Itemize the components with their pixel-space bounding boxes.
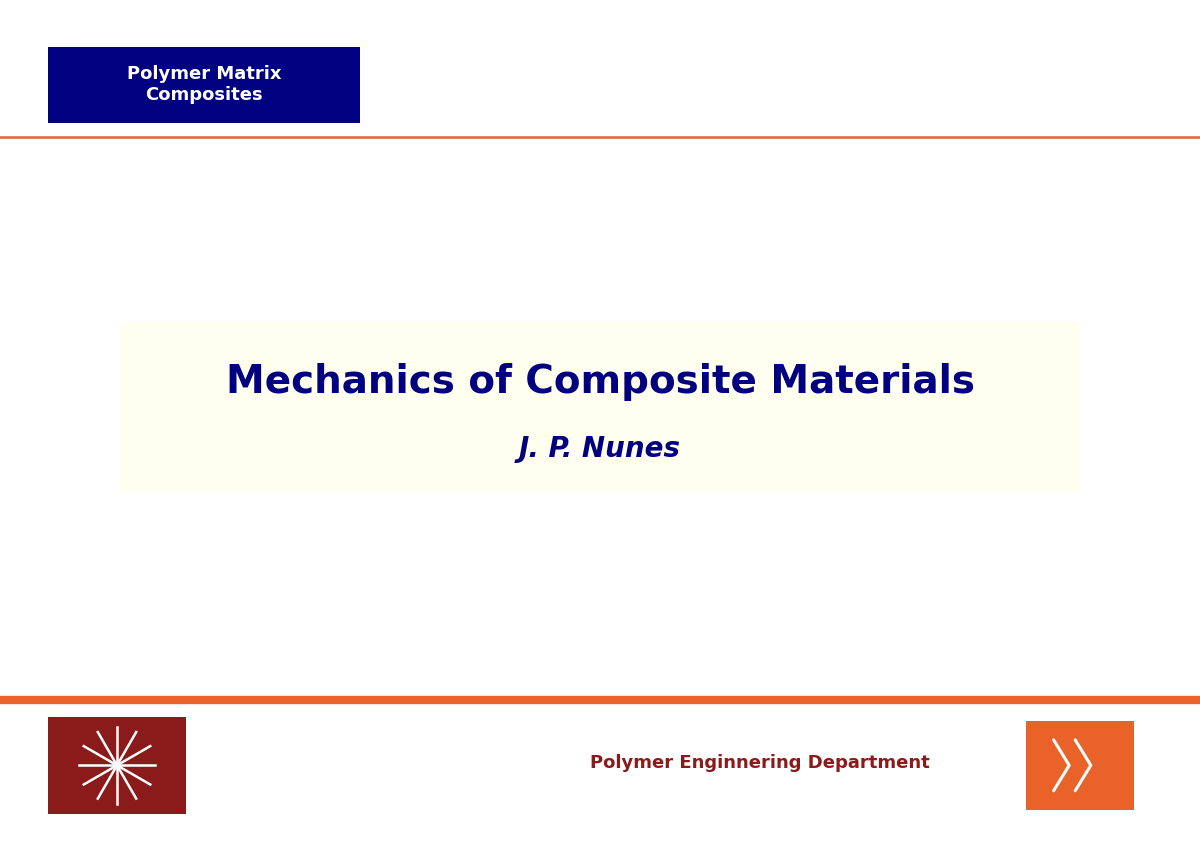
FancyBboxPatch shape — [48, 47, 360, 123]
FancyBboxPatch shape — [1026, 721, 1134, 810]
Text: Polymer Enginnering Department: Polymer Enginnering Department — [590, 754, 930, 773]
Text: Mechanics of Composite Materials: Mechanics of Composite Materials — [226, 363, 974, 400]
Text: J. P. Nunes: J. P. Nunes — [520, 435, 682, 464]
FancyBboxPatch shape — [48, 717, 186, 814]
FancyBboxPatch shape — [120, 322, 1080, 492]
Text: Polymer Matrix
Composites: Polymer Matrix Composites — [127, 65, 281, 104]
